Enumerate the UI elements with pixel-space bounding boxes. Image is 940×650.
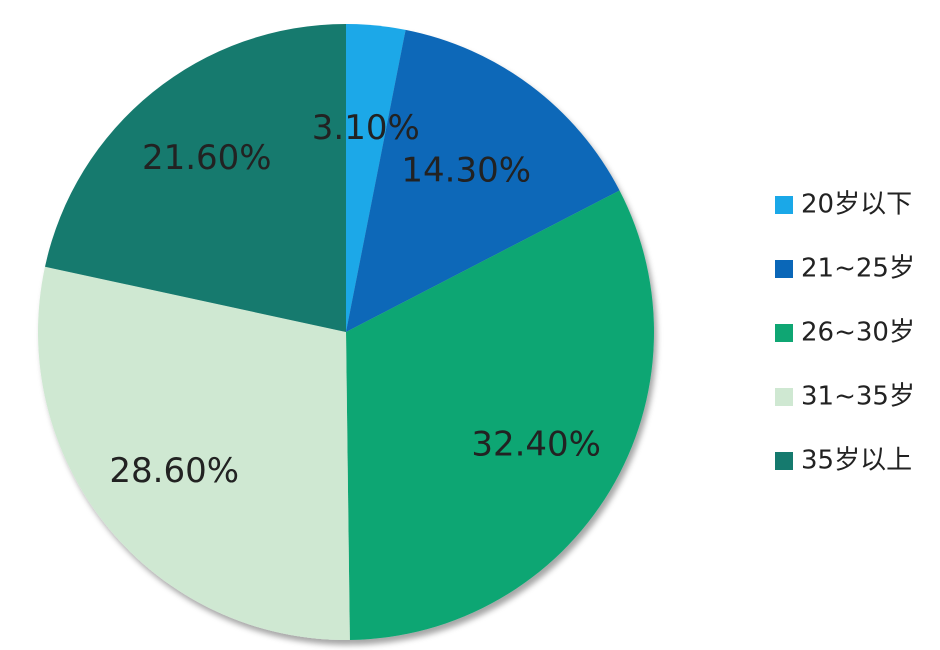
legend-swatch <box>775 196 793 214</box>
value-label: 3.10% <box>312 108 420 148</box>
legend-swatch <box>775 324 793 342</box>
pie-slice <box>346 29 620 332</box>
value-label: 21.60% <box>142 138 272 178</box>
legend-swatch <box>775 260 793 278</box>
pie-slice <box>45 24 347 332</box>
pie-slice <box>346 24 406 332</box>
labels: 3.10%14.30% 32.40% 28.60% 21.60% <box>109 108 601 491</box>
pie-slice <box>346 190 654 640</box>
legend-label: 31~35岁 <box>801 382 915 412</box>
legend-label: 35岁以上 <box>801 446 912 476</box>
value-label: 32.40% <box>471 425 601 465</box>
legend-swatch <box>775 452 793 470</box>
pie <box>37 24 654 641</box>
legend-swatch <box>775 388 793 406</box>
value-label: 28.60% <box>109 451 239 491</box>
legend-label: 26~30岁 <box>801 318 915 348</box>
pie-slice <box>37 266 350 641</box>
legend-label: 21~25岁 <box>801 254 915 284</box>
legend: 20岁以下 21~25岁 26~30岁 31~35岁 35岁以上 <box>775 190 915 476</box>
legend-label: 20岁以下 <box>801 190 912 220</box>
value-label: 14.30% <box>401 150 531 190</box>
